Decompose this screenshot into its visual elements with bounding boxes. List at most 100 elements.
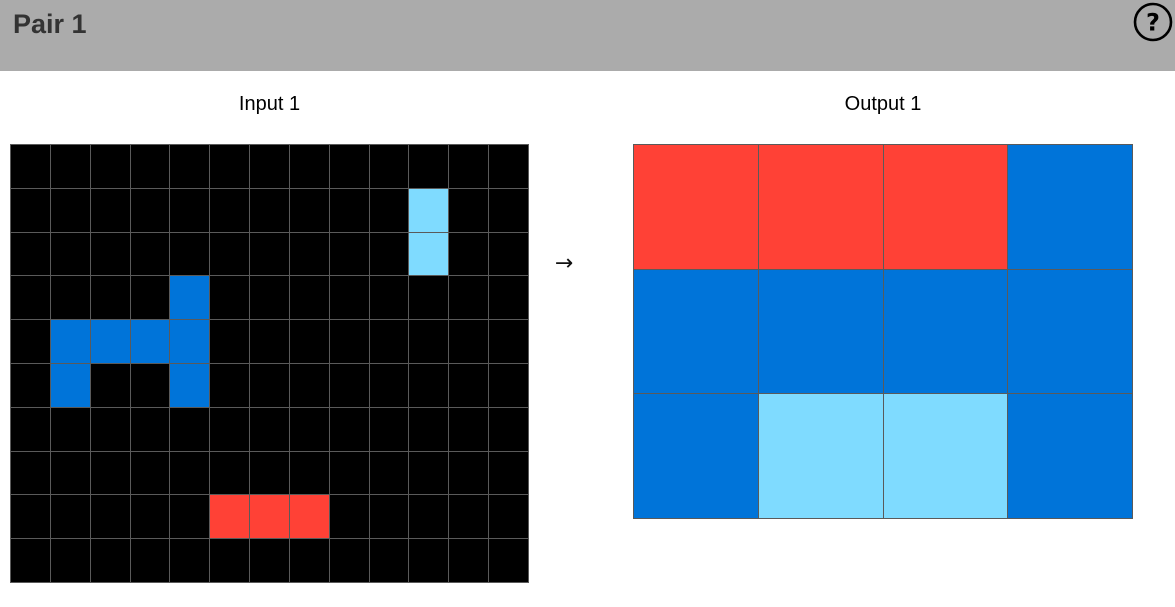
input-grid-cell bbox=[409, 539, 449, 582]
input-grid-cell bbox=[449, 539, 489, 582]
input-grid-cell bbox=[50, 451, 90, 495]
input-grid-cell bbox=[11, 232, 50, 276]
input-grid-cell bbox=[11, 320, 50, 363]
input-grid-cell bbox=[11, 539, 50, 582]
input-grid-cell bbox=[210, 188, 250, 232]
input-grid-cell bbox=[210, 320, 250, 363]
input-grid-cell bbox=[409, 363, 449, 407]
input-grid-cell bbox=[11, 495, 50, 539]
input-grid-cell bbox=[210, 451, 250, 495]
input-grid-cell bbox=[289, 363, 329, 407]
input-grid-cell bbox=[409, 495, 449, 539]
input-grid-cell bbox=[489, 232, 528, 276]
input-grid-cell bbox=[369, 188, 409, 232]
input-grid-cell bbox=[449, 407, 489, 451]
input-grid-cell bbox=[409, 276, 449, 320]
input-grid-cell bbox=[369, 539, 409, 582]
input-grid-cell bbox=[170, 145, 210, 188]
help-button[interactable]: ? bbox=[1133, 2, 1173, 42]
input-grid-cell bbox=[489, 539, 528, 582]
input-grid-cell bbox=[90, 188, 130, 232]
input-grid-cell bbox=[329, 320, 369, 363]
input-grid-cell bbox=[50, 320, 90, 363]
input-grid-cell bbox=[50, 145, 90, 188]
input-grid-cell bbox=[50, 363, 90, 407]
input-grid-cell bbox=[130, 495, 170, 539]
output-grid-cell bbox=[883, 145, 1008, 269]
input-grid-cell bbox=[11, 145, 50, 188]
input-grid-cell bbox=[50, 276, 90, 320]
input-grid-cell bbox=[250, 451, 289, 495]
input-grid-cell bbox=[50, 407, 90, 451]
input-grid-cell bbox=[489, 495, 528, 539]
input-grid-cell bbox=[50, 232, 90, 276]
input-grid-cell bbox=[90, 495, 130, 539]
input-grid-cell bbox=[369, 320, 409, 363]
input-grid-cell bbox=[369, 363, 409, 407]
input-grid-cell bbox=[130, 407, 170, 451]
page-title: Pair 1 bbox=[13, 9, 87, 39]
input-grid-cell bbox=[289, 276, 329, 320]
input-grid-cell bbox=[329, 407, 369, 451]
input-grid-cell bbox=[369, 495, 409, 539]
input-grid-cell bbox=[170, 407, 210, 451]
input-grid-cell bbox=[11, 276, 50, 320]
input-grid-cell bbox=[489, 145, 528, 188]
input-grid-cell bbox=[369, 232, 409, 276]
input-grid-cell bbox=[329, 451, 369, 495]
input-grid-cell bbox=[489, 320, 528, 363]
output-grid-cell bbox=[1008, 394, 1132, 518]
output-grid-cell bbox=[758, 269, 883, 394]
input-grid-cell bbox=[409, 407, 449, 451]
input-grid-cell bbox=[90, 145, 130, 188]
input-grid-cell bbox=[449, 451, 489, 495]
input-grid-cell bbox=[289, 320, 329, 363]
input-grid-cell bbox=[90, 451, 130, 495]
input-grid-cell bbox=[250, 276, 289, 320]
input-grid-cell bbox=[369, 276, 409, 320]
input-grid-cell bbox=[11, 407, 50, 451]
input-grid bbox=[10, 144, 529, 583]
input-grid-cell bbox=[250, 320, 289, 363]
input-grid-cell bbox=[250, 145, 289, 188]
input-grid-cell bbox=[489, 363, 528, 407]
input-grid-cell bbox=[409, 320, 449, 363]
input-grid-cell bbox=[289, 451, 329, 495]
input-grid-cell bbox=[329, 145, 369, 188]
output-grid-cell bbox=[634, 145, 758, 269]
input-grid-cell bbox=[329, 232, 369, 276]
input-grid-cell bbox=[170, 495, 210, 539]
input-grid-cell bbox=[449, 232, 489, 276]
input-grid-cell bbox=[11, 363, 50, 407]
input-grid-cell bbox=[449, 363, 489, 407]
output-grid-cell bbox=[634, 394, 758, 518]
input-grid-cell bbox=[11, 451, 50, 495]
output-grid-cell bbox=[883, 394, 1008, 518]
input-grid-cell bbox=[130, 451, 170, 495]
input-grid-cell bbox=[90, 363, 130, 407]
input-grid-cell bbox=[170, 451, 210, 495]
input-grid-cell bbox=[369, 407, 409, 451]
input-grid-cell bbox=[50, 188, 90, 232]
input-grid-cell bbox=[11, 188, 50, 232]
input-grid-cell bbox=[250, 407, 289, 451]
input-grid-cell bbox=[449, 495, 489, 539]
input-grid-cell bbox=[210, 539, 250, 582]
input-grid-cell bbox=[130, 276, 170, 320]
input-grid-cell bbox=[329, 188, 369, 232]
output-grid-cell bbox=[1008, 145, 1132, 269]
svg-text:?: ? bbox=[1146, 9, 1160, 37]
input-grid-cell bbox=[289, 188, 329, 232]
input-grid-cell bbox=[449, 320, 489, 363]
header-bar: Pair 1 ? bbox=[0, 0, 1175, 71]
input-grid-cell bbox=[409, 232, 449, 276]
input-grid-cell bbox=[289, 407, 329, 451]
input-grid-cell bbox=[90, 407, 130, 451]
input-grid-cell bbox=[449, 276, 489, 320]
input-grid-cell bbox=[130, 539, 170, 582]
input-grid-cell bbox=[329, 539, 369, 582]
input-grid-cell bbox=[250, 539, 289, 582]
output-label: Output 1 bbox=[844, 93, 922, 115]
input-grid-cell bbox=[329, 276, 369, 320]
input-grid-cell bbox=[289, 539, 329, 582]
